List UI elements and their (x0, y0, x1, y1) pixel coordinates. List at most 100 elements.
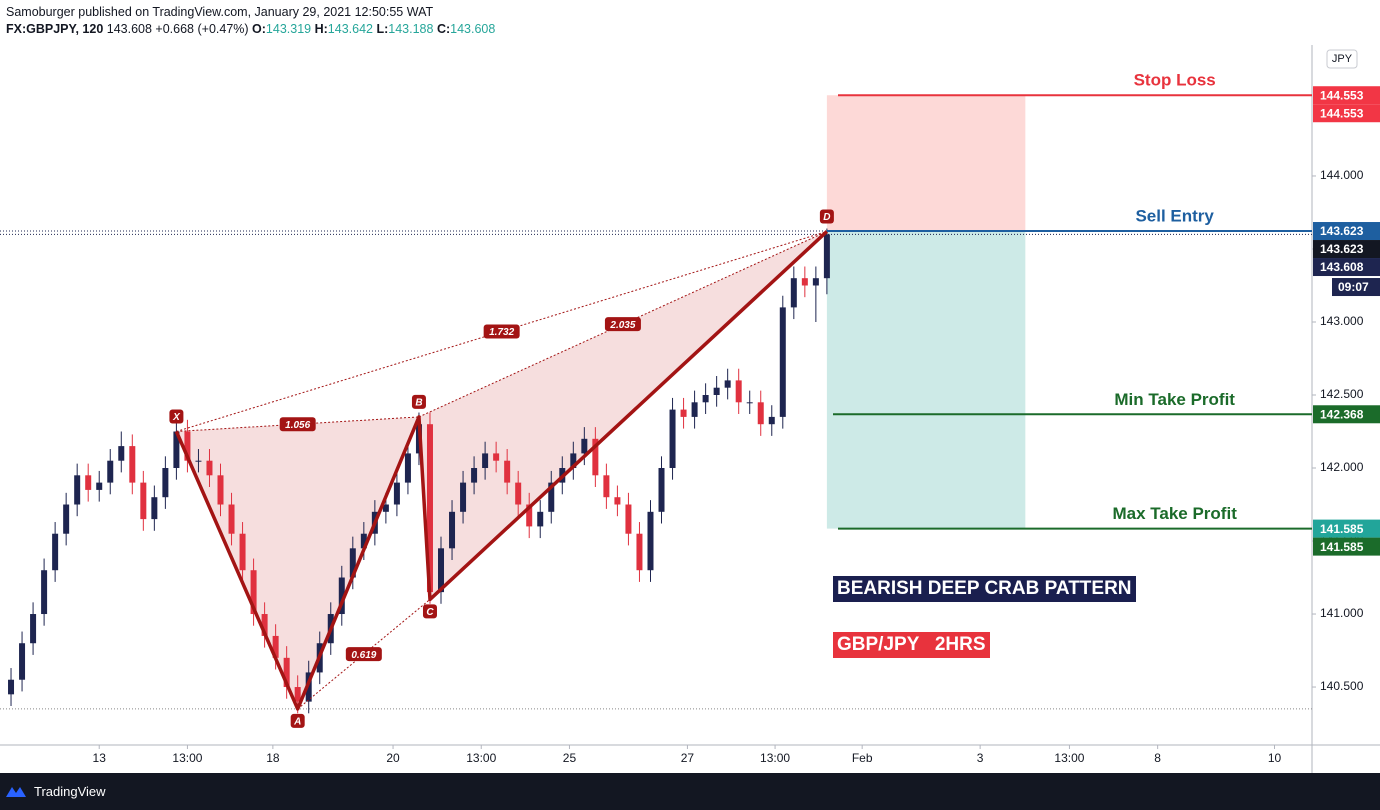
last-price: 143.608 (106, 22, 152, 36)
x-tick-label: 3 (977, 751, 984, 765)
candle-body (129, 446, 136, 483)
ratio-label: 2.035 (609, 320, 635, 331)
candle-body (228, 504, 235, 534)
point-label: D (823, 212, 830, 223)
candle-body (63, 504, 70, 534)
candle-body (669, 409, 676, 469)
candle-body (19, 643, 26, 680)
candle-body (537, 511, 544, 527)
candle-body (471, 468, 478, 483)
x-tick-label: 20 (386, 751, 400, 765)
countdown-tag (1332, 278, 1380, 297)
candle-body (735, 380, 742, 403)
candle-body (570, 453, 577, 469)
candle-body (426, 424, 433, 593)
price-tag-label: 141.585 (1320, 540, 1364, 554)
candle-body (614, 497, 621, 505)
currency-box (1326, 49, 1358, 69)
logo (6, 787, 26, 797)
candle-body (294, 687, 301, 702)
x-tick-label: Feb (852, 751, 873, 765)
ratio-label: 1.732 (489, 327, 514, 338)
candle-body (438, 548, 445, 593)
candle-body (493, 453, 500, 461)
point-label: B (415, 398, 422, 409)
level-label: Stop Loss (1134, 71, 1216, 90)
candle-body (790, 278, 797, 308)
symbol: FX:GBPJPY, 120 (6, 22, 104, 36)
low-label: L: (376, 22, 389, 36)
candle-body (768, 416, 775, 425)
x-tick-label: 13:00 (760, 751, 790, 765)
price-tag (1313, 240, 1380, 259)
price-tag-label: 144.553 (1320, 88, 1364, 102)
candle-body (195, 460, 202, 462)
point-label-bg (819, 209, 834, 224)
high-label: H: (314, 22, 328, 36)
y-tick-label: 142.500 (1320, 387, 1364, 401)
candle-body (250, 570, 257, 615)
price-tag-label: 141.585 (1320, 522, 1364, 536)
price-tag-label: 143.623 (1320, 242, 1364, 256)
candle-body (801, 278, 808, 286)
candle-body (658, 468, 665, 512)
publish-info: Samoburger published on TradingView.com,… (6, 5, 434, 19)
candle-body (504, 460, 511, 483)
ratio-label-bg (345, 647, 382, 662)
point-label-bg (290, 713, 305, 728)
candle-body (647, 511, 654, 571)
price-tag (1313, 405, 1380, 424)
candle-body (592, 438, 599, 476)
currency: JPY (1332, 53, 1353, 65)
pair-box: GBP/JPY 2HRS (833, 632, 990, 658)
candle-body (173, 431, 180, 469)
candle-body (107, 460, 114, 483)
candle-body (239, 533, 246, 571)
pattern-legs (174, 230, 829, 711)
y-tick-label: 143.000 (1320, 314, 1364, 328)
candle-body (349, 548, 356, 578)
point-label: C (426, 607, 434, 618)
candle-body (184, 431, 191, 461)
candle-body (526, 504, 533, 527)
price-tag (1313, 86, 1380, 105)
ratio-label-bg (279, 417, 316, 432)
level-label: Sell Entry (1135, 207, 1214, 226)
x-tick-label: 13:00 (466, 751, 496, 765)
candle-body (449, 511, 456, 549)
y-tick-label: 144.000 (1320, 168, 1364, 182)
point-label-bg (422, 604, 437, 619)
point-label-bg (411, 394, 426, 409)
x-tick-label: 18 (266, 751, 280, 765)
candle-body (757, 402, 764, 425)
candle-body (8, 679, 15, 695)
price-tag-label: 144.553 (1320, 106, 1364, 120)
close-label: C: (436, 22, 451, 36)
candle-body (283, 657, 290, 688)
candle-body (746, 402, 753, 404)
candle-body (713, 387, 720, 395)
open-label: O: (252, 22, 266, 36)
candle-body (41, 570, 48, 615)
candle-body (217, 475, 224, 505)
price-tag (1313, 222, 1380, 241)
x-tick-label: 13 (93, 751, 107, 765)
x-tick-label: 13:00 (1054, 751, 1084, 765)
candle-body (691, 402, 698, 417)
change: +0.668 (+0.47%) (155, 22, 249, 36)
candle-body (581, 438, 588, 454)
point-label-bg (169, 409, 184, 424)
price-tag-label: 143.623 (1320, 224, 1364, 238)
low: 143.188 (388, 22, 434, 36)
x-tick-label: 8 (1154, 751, 1161, 765)
level-label: Min Take Profit (1114, 390, 1235, 409)
ratio-label: 1.056 (285, 420, 310, 431)
candle-body (338, 577, 345, 615)
candle-body (680, 409, 687, 417)
x-tick-label: 27 (681, 751, 695, 765)
ratio-label-bg (604, 317, 641, 332)
price-tag (1313, 519, 1380, 538)
candle-body (548, 482, 555, 512)
candle-body (272, 635, 279, 658)
